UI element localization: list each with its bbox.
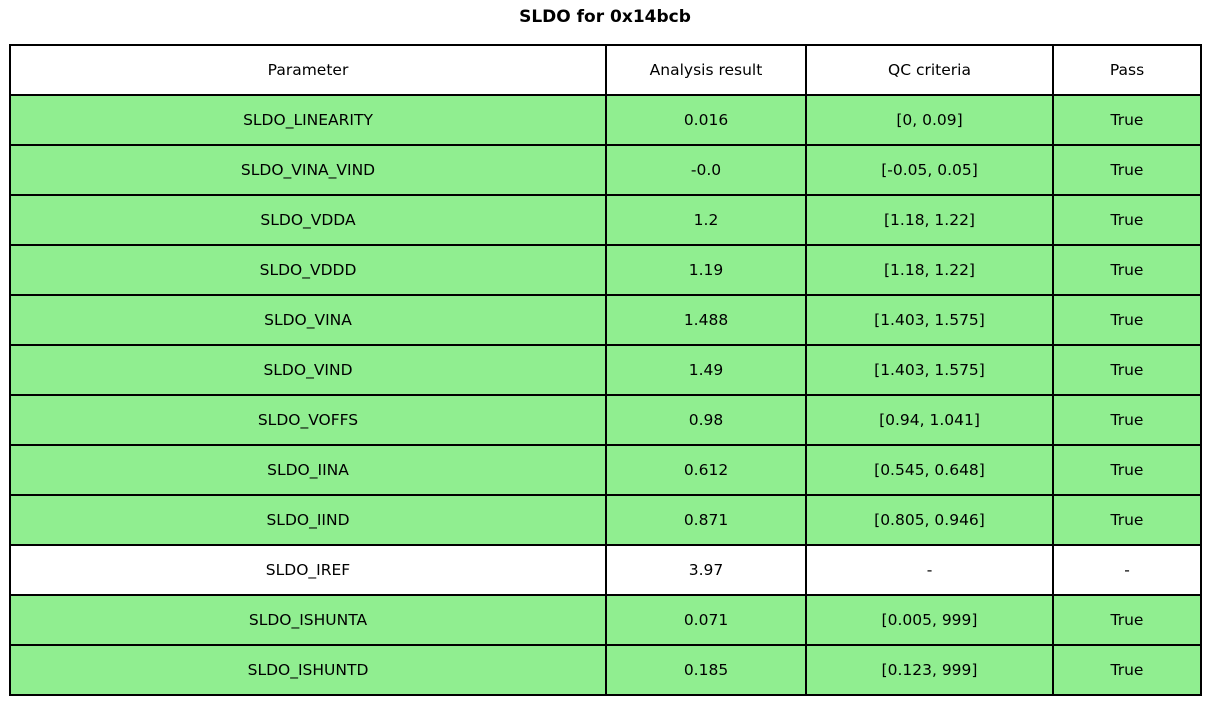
criteria-cell: [1.403, 1.575] [805,294,1054,346]
parameter-cell: SLDO_LINEARITY [9,94,607,146]
parameter-cell: SLDO_VIND [9,344,607,396]
pass-cell: True [1052,144,1202,196]
table-row: SLDO_ISHUNTA 0.071 [0.005, 999] True [9,594,1202,646]
pass-cell: True [1052,394,1202,446]
column-header-pass: Pass [1052,44,1202,96]
table-row: SLDO_VOFFS 0.98 [0.94, 1.041] True [9,394,1202,446]
pass-cell: True [1052,444,1202,496]
criteria-cell: [0.123, 999] [805,644,1054,696]
table-row: SLDO_ISHUNTD 0.185 [0.123, 999] True [9,644,1202,696]
parameter-cell: SLDO_VINA_VIND [9,144,607,196]
criteria-cell: [-0.05, 0.05] [805,144,1054,196]
parameter-cell: SLDO_ISHUNTD [9,644,607,696]
criteria-cell: [1.403, 1.575] [805,344,1054,396]
pass-cell: True [1052,244,1202,296]
result-cell: 3.97 [605,544,807,596]
result-cell: -0.0 [605,144,807,196]
table-row: SLDO_VDDD 1.19 [1.18, 1.22] True [9,244,1202,296]
criteria-cell: [0.545, 0.648] [805,444,1054,496]
result-cell: 0.016 [605,94,807,146]
result-cell: 1.488 [605,294,807,346]
parameter-cell: SLDO_VDDA [9,194,607,246]
column-header-parameter: Parameter [9,44,607,96]
criteria-cell: [0, 0.09] [805,94,1054,146]
pass-cell: True [1052,344,1202,396]
table-row: SLDO_IIND 0.871 [0.805, 0.946] True [9,494,1202,546]
pass-cell: True [1052,594,1202,646]
criteria-cell: - [805,544,1054,596]
column-header-qc-criteria: QC criteria [805,44,1054,96]
result-cell: 0.871 [605,494,807,546]
table-row: SLDO_VIND 1.49 [1.403, 1.575] True [9,344,1202,396]
parameter-cell: SLDO_VINA [9,294,607,346]
table-row: SLDO_VINA 1.488 [1.403, 1.575] True [9,294,1202,346]
table-row: SLDO_IINA 0.612 [0.545, 0.648] True [9,444,1202,496]
pass-cell: True [1052,194,1202,246]
table-row: SLDO_VDDA 1.2 [1.18, 1.22] True [9,194,1202,246]
result-cell: 0.071 [605,594,807,646]
qc-results-table: Parameter Analysis result QC criteria Pa… [9,44,1202,696]
parameter-cell: SLDO_IREF [9,544,607,596]
pass-cell: True [1052,94,1202,146]
result-cell: 1.19 [605,244,807,296]
chart-title: SLDO for 0x14bcb [519,7,691,27]
criteria-cell: [0.805, 0.946] [805,494,1054,546]
header-row: Parameter Analysis result QC criteria Pa… [9,44,1202,96]
criteria-cell: [1.18, 1.22] [805,194,1054,246]
parameter-cell: SLDO_VDDD [9,244,607,296]
pass-cell: True [1052,644,1202,696]
result-cell: 0.98 [605,394,807,446]
pass-cell: - [1052,544,1202,596]
result-cell: 1.2 [605,194,807,246]
result-cell: 0.185 [605,644,807,696]
criteria-cell: [0.94, 1.041] [805,394,1054,446]
pass-cell: True [1052,494,1202,546]
column-header-analysis-result: Analysis result [605,44,807,96]
parameter-cell: SLDO_VOFFS [9,394,607,446]
table-row: SLDO_LINEARITY 0.016 [0, 0.09] True [9,94,1202,146]
result-cell: 0.612 [605,444,807,496]
table-row: SLDO_IREF 3.97 - - [9,544,1202,596]
criteria-cell: [1.18, 1.22] [805,244,1054,296]
pass-cell: True [1052,294,1202,346]
table-row: SLDO_VINA_VIND -0.0 [-0.05, 0.05] True [9,144,1202,196]
parameter-cell: SLDO_IIND [9,494,607,546]
parameter-cell: SLDO_ISHUNTA [9,594,607,646]
result-cell: 1.49 [605,344,807,396]
criteria-cell: [0.005, 999] [805,594,1054,646]
parameter-cell: SLDO_IINA [9,444,607,496]
